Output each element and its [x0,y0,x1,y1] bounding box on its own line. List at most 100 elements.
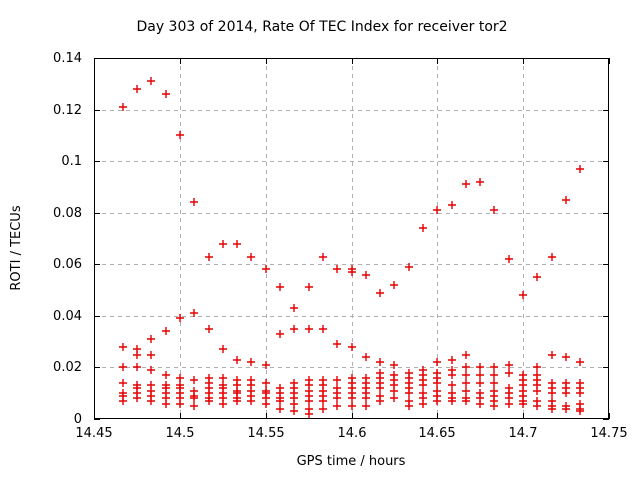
data-point [562,389,570,397]
data-point [319,253,327,261]
data-point [348,402,356,410]
data-point [147,366,155,374]
data-point [562,196,570,204]
data-point [133,351,141,359]
x-tick-label: 14.6 [338,426,367,441]
data-point [519,291,527,299]
data-point [290,400,298,408]
data-point [376,384,384,392]
data-point [348,268,356,276]
data-point [348,343,356,351]
data-point [362,271,370,279]
x-tick-label: 14.5 [166,426,195,441]
y-tick-label: 0.02 [53,360,82,375]
data-point [433,206,441,214]
y-tick-label: 0.08 [53,206,82,221]
data-point [262,400,270,408]
data-point [333,265,341,273]
data-point [505,255,513,263]
data-point [162,90,170,98]
data-point [390,281,398,289]
x-tick-label: 14.65 [418,426,455,441]
data-point [405,389,413,397]
data-point [562,353,570,361]
data-point [333,402,341,410]
data-point [533,402,541,410]
data-point [162,371,170,379]
data-point [319,325,327,333]
data-point [419,400,427,408]
data-point [290,325,298,333]
data-point [305,410,313,418]
data-point [562,405,570,413]
data-point [119,363,127,371]
data-point [190,402,198,410]
x-tick-label: 14.55 [247,426,284,441]
data-point [176,131,184,139]
y-tick-label: 0.1 [61,154,82,169]
data-point [433,397,441,405]
data-point [205,397,213,405]
data-point [448,381,456,389]
data-point [576,358,584,366]
data-point [462,379,470,387]
x-tick-label: 14.75 [590,426,627,441]
data-point [176,374,184,382]
data-point [219,374,227,382]
data-point [462,387,470,395]
data-point [119,397,127,405]
data-point [505,400,513,408]
data-point [147,335,155,343]
data-point [419,224,427,232]
data-point [433,379,441,387]
y-tick-label: 0.14 [53,51,82,66]
data-point [133,85,141,93]
chart-title: Day 303 of 2014, Rate Of TEC Index for r… [136,19,507,35]
data-point [448,201,456,209]
data-point [519,400,527,408]
data-point [490,371,498,379]
data-point [147,397,155,405]
data-point [290,304,298,312]
data-point [262,265,270,273]
data-point [476,371,484,379]
data-point [448,356,456,364]
data-point [348,394,356,402]
data-point [419,381,427,389]
data-point [276,330,284,338]
data-point [576,407,584,415]
data-point [576,389,584,397]
data-point [233,356,241,364]
data-point [533,273,541,281]
data-point [548,351,556,359]
data-point [190,198,198,206]
data-point [176,400,184,408]
data-point [247,397,255,405]
data-point [476,400,484,408]
axis-layer: 14.45 14.5 14.55 14.6 14.65 14.7 14.75 0 0.02 0.0… [53,51,628,441]
data-point [247,358,255,366]
data-point [190,394,198,402]
x-tick-label: 14.45 [75,426,112,441]
data-point [405,402,413,410]
data-point [233,397,241,405]
data-point [119,343,127,351]
data-point [390,361,398,369]
data-point [462,363,470,371]
data-point [190,376,198,384]
data-point [548,405,556,413]
data-point [376,289,384,297]
data-point [119,379,127,387]
data-point [476,379,484,387]
data-point [548,253,556,261]
y-tick-label: 0.12 [53,103,82,118]
data-point [490,402,498,410]
data-point [133,363,141,371]
data-point [176,314,184,322]
data-point [533,363,541,371]
data-point [290,407,298,415]
grid-layer [94,58,609,419]
data-point [262,379,270,387]
data-point [505,361,513,369]
